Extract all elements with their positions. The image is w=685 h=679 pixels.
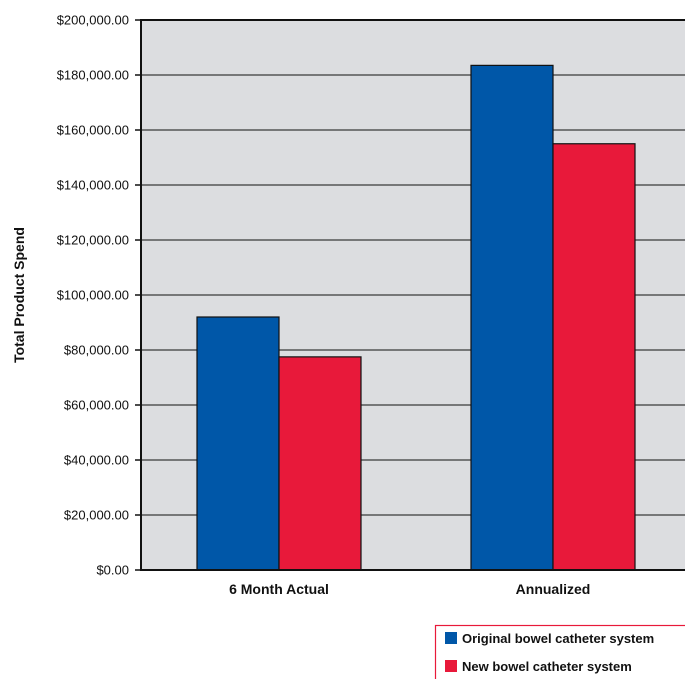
y-tick-label: $40,000.00 — [64, 453, 129, 468]
category-labels: 6 Month Actual Annualized — [229, 581, 590, 597]
y-tick-label: $80,000.00 — [64, 343, 129, 358]
legend-swatch — [445, 632, 457, 644]
y-tick-label: $200,000.00 — [57, 13, 129, 28]
category-label: Annualized — [516, 581, 591, 597]
legend-box — [434, 624, 685, 679]
y-tick-label: $0.00 — [96, 563, 129, 578]
bar — [196, 316, 280, 571]
bars — [196, 64, 636, 571]
legend-entry-label: Original bowel catheter system — [462, 631, 654, 646]
legend-swatch — [445, 660, 457, 672]
y-tick-label: $140,000.00 — [57, 178, 129, 193]
bar — [470, 64, 554, 571]
y-tick-label: $160,000.00 — [57, 123, 129, 138]
legend: Original bowel catheter system New bowel … — [434, 624, 685, 679]
bar — [278, 356, 362, 571]
bar — [552, 143, 636, 571]
y-tick-label: $100,000.00 — [57, 288, 129, 303]
y-tick-labels: $0.00 $20,000.00 $40,000.00 $60,000.00 $80,0… — [57, 13, 129, 578]
y-tick-label: $120,000.00 — [57, 233, 129, 248]
category-label: 6 Month Actual — [229, 581, 329, 597]
y-tick-label: $180,000.00 — [57, 68, 129, 83]
y-axis-title: Total Product Spend — [11, 227, 27, 363]
y-tick-label: $20,000.00 — [64, 508, 129, 523]
legend-entry-label: New bowel catheter system — [462, 659, 632, 674]
y-tick-label: $60,000.00 — [64, 398, 129, 413]
